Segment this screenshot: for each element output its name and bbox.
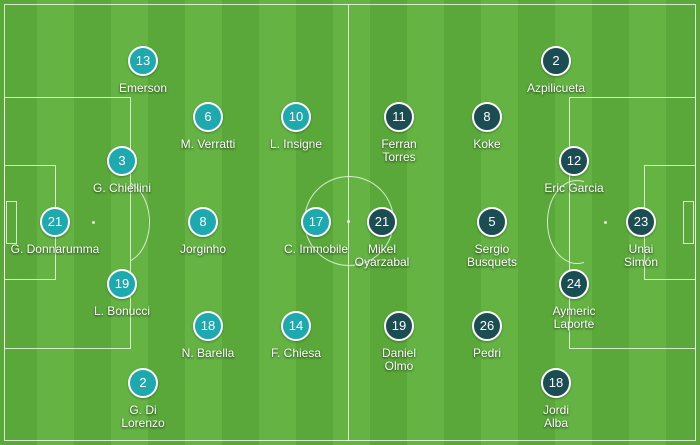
player-number: 14 [281, 311, 311, 341]
player-home[interactable]: 21 G. Donnarumma [0, 207, 115, 256]
player-name: L. Insigne [269, 137, 323, 151]
player-away[interactable]: 12 Eric Garcia [544, 146, 604, 195]
player-number: 21 [40, 207, 70, 237]
player-away[interactable]: 2 Azpilicueta [496, 46, 616, 95]
player-name: G. Di Lorenzo [121, 403, 165, 430]
player-name: F. Chiesa [270, 346, 322, 360]
player-home[interactable]: 2 G. Di Lorenzo [113, 368, 173, 430]
player-name: Mikel Oyarzabal [354, 242, 410, 269]
player-name: Koke [473, 137, 501, 151]
player-number: 19 [107, 269, 137, 299]
player-name: Emerson [118, 81, 168, 95]
player-home[interactable]: 19 L. Bonucci [62, 269, 182, 318]
player-name: L. Bonucci [93, 304, 151, 318]
player-name: G. Chiellini [92, 181, 152, 195]
player-name: M. Verratti [180, 137, 236, 151]
player-number: 6 [193, 102, 223, 132]
player-number: 2 [128, 368, 158, 398]
player-name: Pedri [472, 346, 501, 360]
player-home[interactable]: 3 G. Chiellini [62, 146, 182, 195]
player-number: 5 [477, 207, 507, 237]
player-number: 8 [188, 207, 218, 237]
player-number: 23 [626, 207, 656, 237]
player-home[interactable]: 13 Emerson [83, 46, 203, 95]
player-name: Aymeric Laporte [552, 304, 596, 331]
player-home[interactable]: 6 M. Verratti [148, 102, 268, 151]
player-away[interactable]: 24 Aymeric Laporte [544, 269, 604, 331]
player-name: Sergio Busquets [466, 242, 518, 269]
player-name: Eric Garcia [544, 181, 604, 195]
player-name: G. Donnarumma [10, 242, 100, 256]
player-away[interactable]: 8 Koke [427, 102, 547, 151]
right-goal [683, 201, 694, 244]
center-spot [347, 220, 350, 223]
player-number: 10 [281, 102, 311, 132]
player-name: Jordi Alba [542, 403, 569, 430]
left-goal [6, 201, 17, 244]
player-away[interactable]: 18 Jordi Alba [531, 368, 581, 430]
player-away[interactable]: 21 Mikel Oyarzabal [347, 207, 417, 269]
player-home[interactable]: 8 Jorginho [143, 207, 263, 256]
player-number: 18 [193, 311, 223, 341]
player-name: Azpilicueta [526, 81, 586, 95]
player-number: 26 [472, 311, 502, 341]
player-home[interactable]: 17 C. Immobile [256, 207, 376, 256]
right-penalty-spot [604, 221, 607, 224]
player-number: 2 [541, 46, 571, 76]
player-number: 21 [367, 207, 397, 237]
player-name: Ferran Torres [381, 137, 417, 164]
player-away[interactable]: 23 Unai Simón [616, 207, 666, 269]
player-away[interactable]: 11 Ferran Torres [369, 102, 429, 164]
player-away[interactable]: 5 Sergio Busquets [457, 207, 527, 269]
player-name: Daniel Olmo [381, 346, 417, 373]
player-number: 3 [107, 146, 137, 176]
player-number: 8 [472, 102, 502, 132]
player-name: C. Immobile [283, 242, 348, 256]
player-number: 24 [559, 269, 589, 299]
player-home[interactable]: 18 N. Barella [148, 311, 268, 360]
player-number: 13 [128, 46, 158, 76]
player-away[interactable]: 19 Daniel Olmo [369, 311, 429, 373]
player-number: 18 [541, 368, 571, 398]
player-home[interactable]: 10 L. Insigne [236, 102, 356, 151]
player-away[interactable]: 26 Pedri [427, 311, 547, 360]
left-penalty-spot [92, 221, 95, 224]
player-name: Unai Simón [623, 242, 658, 269]
player-number: 11 [384, 102, 414, 132]
player-home[interactable]: 14 F. Chiesa [236, 311, 356, 360]
player-number: 17 [301, 207, 331, 237]
player-number: 12 [559, 146, 589, 176]
player-number: 19 [384, 311, 414, 341]
player-name: N. Barella [181, 346, 235, 360]
player-name: Jorginho [179, 242, 227, 256]
